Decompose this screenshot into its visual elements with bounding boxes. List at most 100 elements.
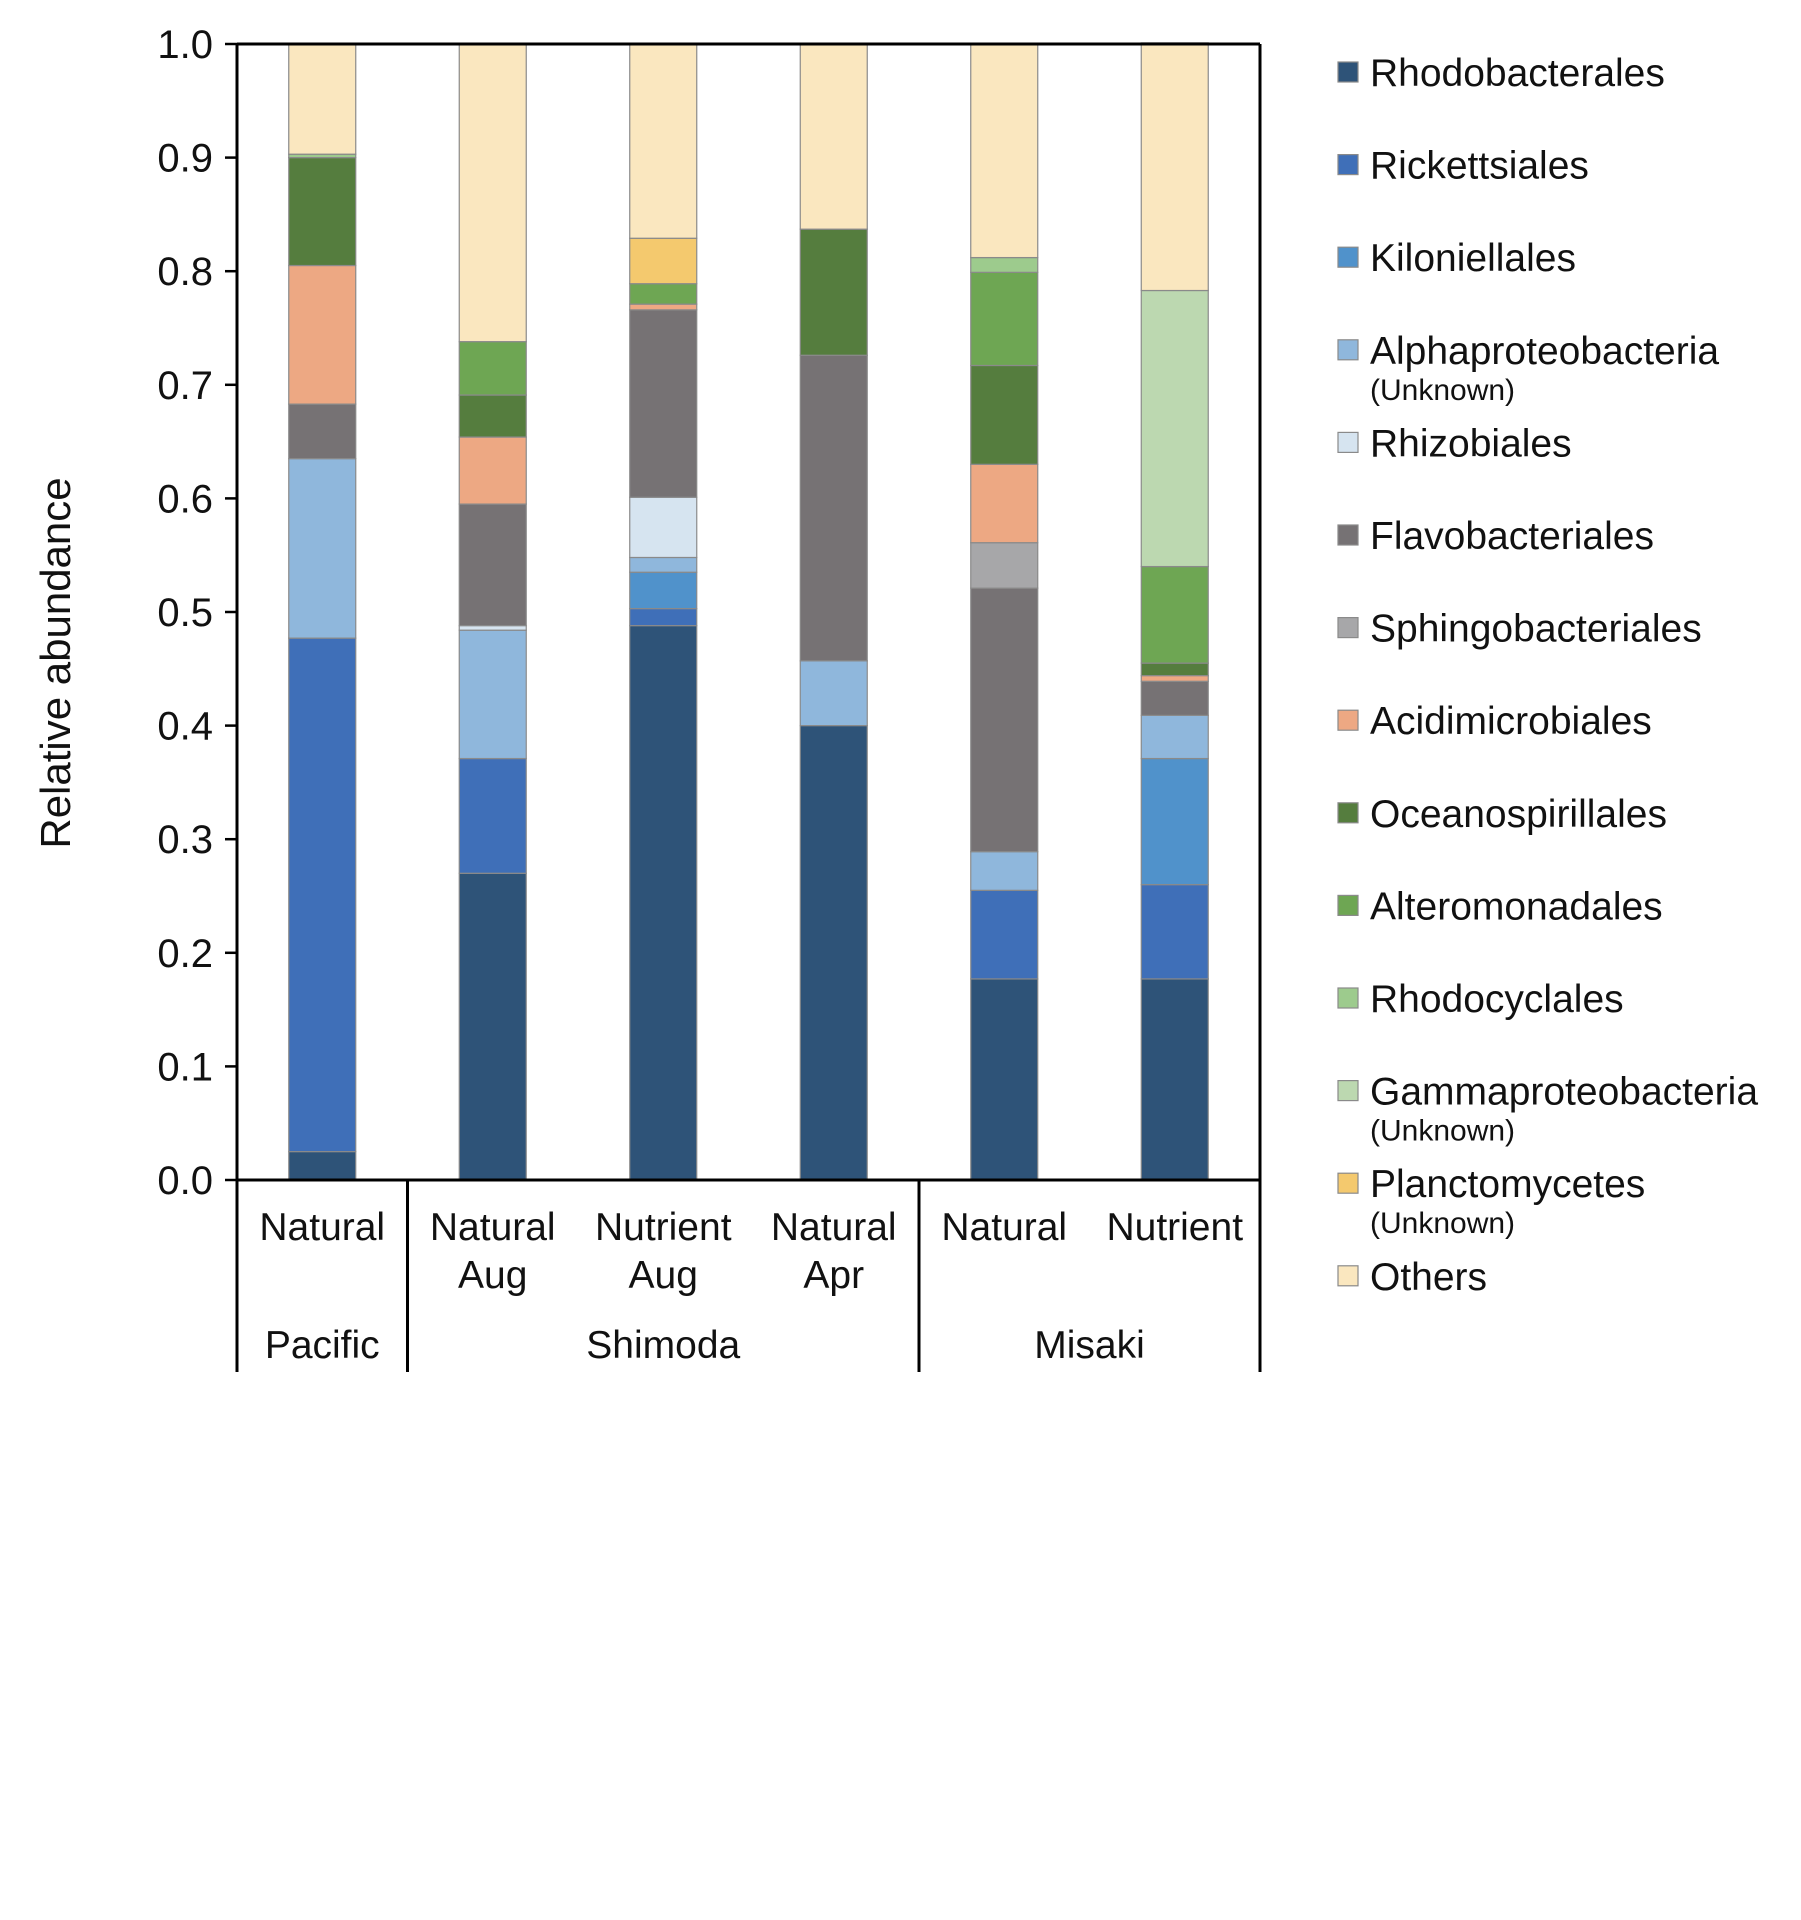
category-label: Aug xyxy=(458,1254,527,1297)
bar-segment xyxy=(1140,42,1209,292)
y-tick-label: 0.7 xyxy=(157,364,213,408)
legend-swatch xyxy=(1337,709,1359,731)
bar-segment xyxy=(1140,978,1209,1181)
bar-segment xyxy=(458,436,527,505)
bar-segment xyxy=(288,43,357,155)
legend-sublabel: (Unknown) xyxy=(1370,1207,1515,1240)
legend-item: Planctomycetes(Unknown) xyxy=(1337,1163,1645,1240)
category-label: Nutrient xyxy=(1106,1206,1243,1249)
legend-swatch xyxy=(1337,1079,1359,1102)
y-tick-label: 0.3 xyxy=(157,818,213,862)
bar-segment xyxy=(1140,884,1209,980)
bar-segment xyxy=(1140,714,1209,760)
category-label: Natural xyxy=(430,1206,556,1249)
bar-stack xyxy=(1140,42,1209,1181)
bar-segment xyxy=(1140,757,1209,886)
legend-swatch xyxy=(1337,616,1359,639)
bar-segment xyxy=(629,237,698,285)
bar-segment xyxy=(629,625,698,1181)
bar-segment xyxy=(970,463,1039,544)
group-label: Misaki xyxy=(1034,1324,1145,1367)
legend-swatch xyxy=(1337,802,1359,824)
bar-segment xyxy=(799,228,868,356)
bar-segment xyxy=(288,637,357,1153)
bar-stack xyxy=(970,43,1039,1181)
category-label: Aug xyxy=(629,1254,698,1297)
bar-segment xyxy=(458,629,527,760)
bar-segment xyxy=(458,503,527,627)
category-label: Nutrient xyxy=(595,1206,732,1249)
bar-segment xyxy=(288,458,357,639)
y-tick-label: 0.5 xyxy=(157,591,213,635)
group-label: Pacific xyxy=(265,1324,380,1367)
legend-item: Rhodobacterales xyxy=(1337,52,1665,95)
bars-layer xyxy=(288,42,1209,1181)
plot-area xyxy=(237,44,1260,1180)
bar-segment xyxy=(799,724,868,1181)
bar-segment xyxy=(1140,289,1209,568)
bar-segment xyxy=(458,43,527,343)
legend-swatch xyxy=(1337,987,1359,1009)
bar-segment xyxy=(629,496,698,559)
legend-swatch xyxy=(1337,431,1359,453)
legend-swatch xyxy=(1337,894,1359,917)
bar-segment xyxy=(970,889,1039,980)
y-tick-label: 0.8 xyxy=(157,250,213,294)
bar-segment xyxy=(970,542,1039,589)
bar-segment xyxy=(458,872,527,1181)
bar-segment xyxy=(458,625,527,631)
category-label: Apr xyxy=(803,1254,864,1297)
y-tick-label: 1.0 xyxy=(157,23,213,67)
legend-item: Rhodocyclales xyxy=(1337,978,1624,1021)
y-tick-label: 0.1 xyxy=(157,1045,213,1089)
legend-swatch xyxy=(1337,154,1359,176)
bar-stack xyxy=(629,43,698,1181)
legend-swatch xyxy=(1337,524,1359,546)
bar-segment xyxy=(799,354,868,662)
legend-label: Others xyxy=(1370,1256,1487,1299)
bar-stack xyxy=(799,43,868,1181)
bar-segment xyxy=(970,256,1039,273)
legend-swatch xyxy=(1337,61,1359,83)
legend-item: Alphaproteobacteria(Unknown) xyxy=(1337,330,1719,407)
bar-segment xyxy=(458,394,527,438)
bar-segment xyxy=(970,43,1039,259)
bar-segment xyxy=(629,571,698,610)
legend-label: Planctomycetes xyxy=(1370,1163,1645,1206)
bar-stack xyxy=(458,43,527,1181)
bar-segment xyxy=(288,403,357,460)
group-label: Shimoda xyxy=(586,1324,740,1367)
legend-item: Oceanospirillales xyxy=(1337,793,1667,836)
y-tick-label: 0.2 xyxy=(157,932,213,976)
bar-stack xyxy=(288,43,357,1181)
y-tick-label: 0.0 xyxy=(157,1159,213,1203)
legend-item: Sphingobacteriales xyxy=(1337,608,1702,651)
bar-segment xyxy=(629,607,698,627)
legend-label: Flavobacteriales xyxy=(1370,515,1654,558)
bar-segment xyxy=(629,309,698,498)
bar-segment xyxy=(1140,662,1209,677)
legend-swatch xyxy=(1337,1172,1359,1194)
legend-item: Acidimicrobiales xyxy=(1337,700,1652,743)
y-axis-label: Relative abundance xyxy=(32,477,79,848)
category-label: Natural xyxy=(771,1206,897,1249)
legend-sublabel: (Unknown) xyxy=(1370,374,1515,407)
bar-segment xyxy=(970,271,1039,367)
legend-label: Kiloniellales xyxy=(1370,237,1576,280)
category-label: Natural xyxy=(941,1206,1067,1249)
bar-segment xyxy=(288,157,357,267)
bar-segment xyxy=(970,851,1039,891)
bar-segment xyxy=(458,341,527,396)
bar-segment xyxy=(970,978,1039,1181)
bar-segment xyxy=(288,1150,357,1181)
legend-label: Sphingobacteriales xyxy=(1370,608,1702,651)
bar-segment xyxy=(970,587,1039,853)
bar-segment xyxy=(1140,565,1209,664)
category-label: Natural xyxy=(259,1206,385,1249)
legend-sublabel: (Unknown) xyxy=(1370,1115,1515,1148)
bar-segment xyxy=(288,264,357,405)
legend-label: Rhizobiales xyxy=(1370,422,1572,465)
legend-label: Rhodocyclales xyxy=(1370,978,1624,1021)
legend-label: Oceanospirillales xyxy=(1370,793,1667,836)
y-axis-ticks: 0.0 0.1 0.2 0.3 0.4 0.5 0.6 0.7 0.8 0.9 1.0 xyxy=(157,23,237,1203)
